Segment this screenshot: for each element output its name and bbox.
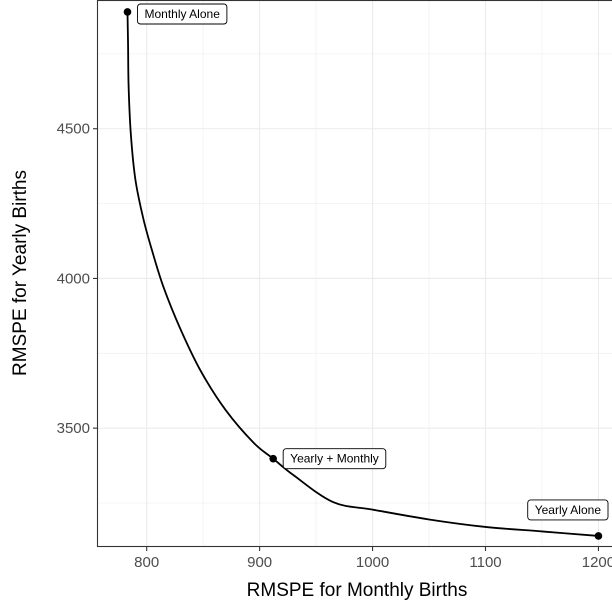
annotation-box [137,3,228,25]
annotation-label: Yearly Alone [535,503,602,517]
panel-border [96,0,612,548]
annotation-label: Monthly Alone [144,7,220,21]
point-marker [269,454,277,463]
point-annotation: Monthly Alone [137,3,228,25]
x-axis: 800 900 1000 1100 1200 [134,547,612,571]
minor-gridlines [97,0,612,547]
frontier-curve [126,11,599,537]
x-tick-label: 1000 [356,554,389,571]
y-tick-label: 4000 [57,270,90,287]
annotation-box [282,448,387,470]
point-annotation: Yearly Alone [527,499,609,521]
y-tick-label: 3500 [57,420,90,437]
points-layer: Monthly Alone Yearly + Monthly Yearly Alon… [123,3,609,540]
x-tick-label: 1100 [469,554,501,571]
x-tick-label: 800 [134,554,159,571]
y-tick-label: 4500 [57,121,90,138]
annotation-box [527,499,609,521]
point-marker [123,8,132,16]
x-tick-label: 1200 [582,554,612,571]
x-axis-title: RMSPE for Monthly Births [247,580,468,601]
curve-layer [126,11,599,537]
point-annotation: Yearly + Monthly [282,448,387,470]
y-axis-title: RMSPE for Yearly Births [10,170,31,376]
y-axis: 3500 4000 4500 [57,121,97,437]
annotation-label: Yearly + Monthly [290,452,379,466]
x-tick-label: 900 [247,554,272,571]
point-marker [594,532,603,540]
